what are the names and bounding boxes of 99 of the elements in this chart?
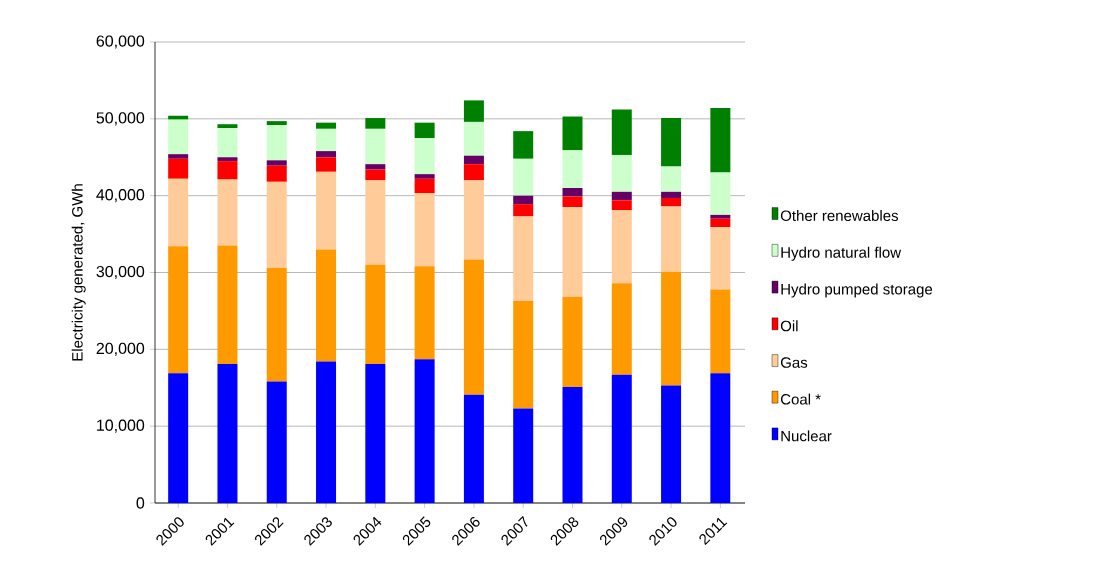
legend-label: Hydro pumped storage xyxy=(781,283,933,298)
bar xyxy=(562,187,583,197)
bar xyxy=(168,158,189,179)
y-tick-label: 10,000 xyxy=(97,419,145,433)
bar xyxy=(463,394,484,503)
bar xyxy=(316,157,337,172)
y-tick-label: 20,000 xyxy=(96,342,145,356)
bar xyxy=(513,216,534,301)
y-tick-label: 0 xyxy=(136,497,145,509)
bar xyxy=(414,122,435,139)
bar xyxy=(710,373,731,503)
bar xyxy=(611,283,632,375)
y-tick-label: 50,000 xyxy=(96,112,145,126)
bar xyxy=(710,289,731,374)
legend-label: Nuclear xyxy=(781,430,832,442)
bar xyxy=(316,128,337,152)
bar xyxy=(217,245,238,364)
bar xyxy=(168,154,189,159)
bar xyxy=(316,361,337,503)
bar xyxy=(266,160,287,166)
bar xyxy=(611,200,632,211)
bar xyxy=(168,178,189,247)
bar xyxy=(316,171,337,250)
bar xyxy=(365,128,386,165)
bar xyxy=(513,204,534,217)
bar xyxy=(217,179,238,246)
bar xyxy=(266,124,287,161)
bar xyxy=(513,300,534,409)
bar xyxy=(513,408,534,503)
bar xyxy=(463,100,484,122)
bar xyxy=(611,210,632,284)
bar xyxy=(661,166,682,192)
bar xyxy=(316,249,337,362)
bar xyxy=(365,264,386,364)
bar xyxy=(611,374,632,503)
bar xyxy=(463,155,484,165)
bar xyxy=(562,150,583,188)
bar xyxy=(365,180,386,265)
bar xyxy=(316,151,337,158)
bar xyxy=(414,138,435,175)
legend-label: Other renewables xyxy=(780,210,899,222)
bar xyxy=(266,165,287,182)
bar xyxy=(661,271,682,386)
bar xyxy=(414,359,435,503)
bar xyxy=(661,206,682,272)
bar xyxy=(168,115,189,120)
bar xyxy=(710,172,731,215)
y-tick-label: 40,000 xyxy=(96,189,145,203)
bar xyxy=(266,121,287,125)
bar xyxy=(168,373,189,503)
bar xyxy=(611,154,632,192)
bar xyxy=(266,267,287,382)
bar xyxy=(365,164,386,170)
bar xyxy=(463,121,484,156)
bar xyxy=(661,385,682,503)
bar xyxy=(513,195,534,205)
y-tick-label: 30,000 xyxy=(96,265,145,280)
bar xyxy=(661,191,682,198)
bar xyxy=(217,363,238,503)
bar xyxy=(217,161,238,180)
bar xyxy=(562,207,583,298)
bar xyxy=(414,174,435,179)
bar xyxy=(316,122,337,129)
bar xyxy=(217,157,238,162)
bar xyxy=(710,214,731,219)
bar xyxy=(513,131,534,159)
bar xyxy=(710,108,731,173)
bar xyxy=(611,191,632,201)
bar xyxy=(562,386,583,503)
legend-label: Coal * xyxy=(780,393,821,405)
bar xyxy=(661,118,682,167)
y-axis-title: Electricity generated, GWh xyxy=(71,184,86,361)
legend-label: Hydro natural flow xyxy=(781,246,902,261)
bar xyxy=(414,178,435,194)
bar xyxy=(562,116,583,151)
bar xyxy=(414,193,435,267)
bar xyxy=(611,109,632,155)
bar xyxy=(168,246,189,374)
bar xyxy=(463,164,484,181)
bar xyxy=(414,266,435,360)
legend-label: Oil xyxy=(780,320,798,332)
bar xyxy=(710,218,731,228)
bar xyxy=(562,297,583,387)
y-tick-label: 60,000 xyxy=(96,35,145,49)
bar xyxy=(710,227,731,290)
bar xyxy=(266,181,287,268)
bar xyxy=(266,381,287,503)
bar xyxy=(661,197,682,207)
bar xyxy=(562,196,583,208)
bar xyxy=(365,363,386,503)
bar xyxy=(463,180,484,260)
bar xyxy=(365,118,386,129)
bar xyxy=(463,259,484,395)
bar xyxy=(217,128,238,158)
legend-label: Gas xyxy=(780,357,808,368)
bar xyxy=(168,119,189,155)
bar xyxy=(513,158,534,196)
bar xyxy=(365,169,386,181)
bar xyxy=(217,124,238,129)
